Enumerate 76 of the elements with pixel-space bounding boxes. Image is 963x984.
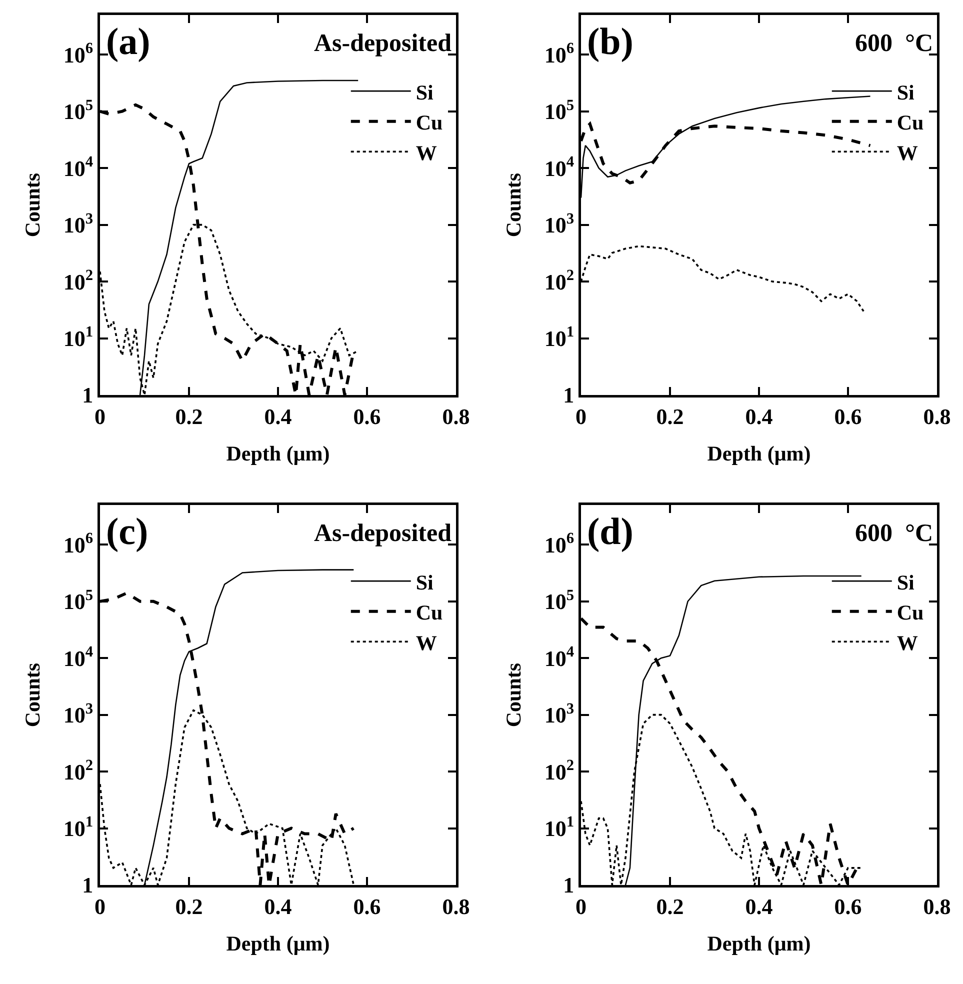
x-tick-label: 0 [576, 404, 586, 429]
x-tick-label: 0.8 [923, 894, 951, 919]
legend-label: W [416, 140, 437, 165]
legend-label: Si [896, 80, 915, 104]
y-tick-label: 10$^{4}$ [544, 154, 574, 181]
annotation: (b) [587, 21, 634, 63]
x-tick-label: 0 [94, 894, 106, 919]
y-tick-label: 10$^{3}$ [544, 700, 574, 728]
y-tick-label: 10$^{1}$ [544, 324, 574, 351]
y-tick-label: 1 [563, 872, 574, 898]
y-tick-label: 10$^{3}$ [63, 210, 94, 238]
y-tick-label: 10$^{5}$ [544, 586, 574, 614]
y-tick-label: 10$^{3}$ [544, 210, 574, 238]
y-tick-label: 10$^{2}$ [544, 267, 574, 294]
x-tick-label: 0.4 [745, 404, 773, 429]
x-axis-title: Depth (μm) [226, 441, 330, 466]
y-tick-label: 10$^{1}$ [63, 324, 94, 351]
legend-label: Si [416, 570, 434, 594]
x-axis-title: Depth (μm) [226, 931, 330, 956]
x-axis-title: Depth (μm) [707, 931, 811, 956]
legend-label: W [416, 630, 437, 655]
x-tick-label: 0.2 [656, 404, 684, 429]
y-tick-label: 1 [563, 382, 574, 408]
legend-label: W [896, 140, 918, 165]
y-axis-title: Counts [501, 172, 526, 238]
y-axis-title: Counts [20, 172, 44, 238]
annotation: As-deposited [314, 520, 452, 547]
x-tick-label: 0.4 [745, 894, 773, 919]
y-tick-label: 10$^{6}$ [544, 530, 574, 558]
y-tick-label: 10$^{2}$ [63, 757, 94, 784]
y-tick-label: 10$^{5}$ [63, 586, 94, 614]
y-tick-label: 10$^{4}$ [63, 644, 94, 671]
legend-label: Cu [416, 110, 444, 135]
x-tick-label: 0.4 [264, 404, 292, 429]
x-tick-label: 0.6 [353, 404, 381, 429]
annotation: As-deposited [314, 30, 452, 57]
annotation: 600 °C [855, 30, 934, 57]
x-tick-label: 0.6 [353, 894, 381, 919]
y-tick-label: 1 [82, 382, 94, 408]
y-tick-label: 10$^{6}$ [63, 40, 94, 68]
annotation: (c) [106, 511, 148, 553]
y-axis-title: Counts [501, 662, 526, 728]
x-tick-label: 0.4 [264, 894, 292, 919]
x-tick-label: 0.2 [175, 894, 203, 919]
y-tick-label: 10$^{5}$ [63, 96, 94, 124]
x-tick-label: 0.8 [923, 404, 951, 429]
legend-label: Cu [896, 110, 924, 135]
y-tick-label: 10$^{4}$ [544, 644, 574, 671]
x-tick-label: 0 [576, 894, 586, 919]
x-tick-label: 0.6 [834, 894, 862, 919]
annotation: (a) [106, 21, 150, 63]
y-tick-label: 10$^{4}$ [63, 154, 94, 181]
y-tick-label: 10$^{2}$ [63, 267, 94, 294]
y-tick-label: 10$^{1}$ [63, 814, 94, 841]
x-tick-label: 0 [94, 404, 106, 429]
annotation: 600 °C [855, 520, 934, 547]
legend-label: Si [896, 570, 915, 594]
y-tick-label: 1 [82, 872, 94, 898]
annotation: (d) [587, 511, 634, 553]
y-tick-label: 10$^{6}$ [544, 40, 574, 68]
y-tick-label: 10$^{6}$ [63, 530, 94, 558]
y-tick-label: 10$^{2}$ [544, 757, 574, 784]
y-tick-label: 10$^{1}$ [544, 814, 574, 841]
y-axis-title: Counts [20, 662, 44, 728]
x-tick-label: 0.6 [834, 404, 862, 429]
x-tick-label: 0.2 [656, 894, 684, 919]
x-axis-title: Depth (μm) [707, 441, 811, 466]
x-tick-label: 0.8 [442, 404, 470, 429]
legend-label: Si [416, 80, 434, 104]
y-tick-label: 10$^{3}$ [63, 700, 94, 728]
legend-label: Cu [896, 600, 924, 625]
y-tick-label: 10$^{5}$ [544, 96, 574, 124]
x-tick-label: 0.8 [442, 894, 470, 919]
legend-label: Cu [416, 600, 444, 625]
legend-label: W [896, 630, 918, 655]
x-tick-label: 0.2 [175, 404, 203, 429]
